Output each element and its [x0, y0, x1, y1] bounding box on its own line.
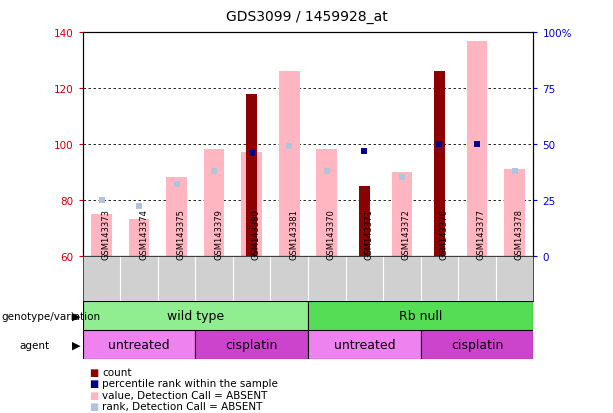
Text: GSM143380: GSM143380: [252, 209, 261, 260]
Text: GSM143372: GSM143372: [402, 209, 411, 260]
Text: GSM143379: GSM143379: [214, 209, 223, 260]
Text: GSM143377: GSM143377: [477, 209, 486, 260]
Text: GDS3099 / 1459928_at: GDS3099 / 1459928_at: [226, 10, 387, 24]
Text: GSM143371: GSM143371: [364, 209, 373, 260]
Bar: [83, 330, 196, 359]
Bar: [166, 178, 187, 256]
Bar: [392, 173, 412, 256]
Text: count: count: [102, 367, 132, 377]
Text: GSM143370: GSM143370: [327, 209, 336, 260]
Bar: [83, 301, 308, 330]
Text: percentile rank within the sample: percentile rank within the sample: [102, 378, 278, 388]
Text: genotype/variation: genotype/variation: [1, 311, 101, 321]
Bar: [204, 150, 224, 256]
Text: rank, Detection Call = ABSENT: rank, Detection Call = ABSENT: [102, 401, 263, 411]
Text: untreated: untreated: [109, 338, 170, 351]
Text: value, Detection Call = ABSENT: value, Detection Call = ABSENT: [102, 390, 268, 400]
Text: GSM143373: GSM143373: [102, 209, 110, 260]
Bar: [129, 220, 150, 256]
Text: ■: ■: [89, 390, 98, 400]
Bar: [359, 186, 370, 256]
Bar: [421, 330, 533, 359]
Bar: [466, 41, 487, 256]
Text: ■: ■: [89, 367, 98, 377]
Text: untreated: untreated: [333, 338, 395, 351]
Text: GSM143374: GSM143374: [139, 209, 148, 260]
Text: GSM143378: GSM143378: [514, 209, 524, 260]
Bar: [242, 153, 262, 256]
Text: ▶: ▶: [72, 311, 81, 321]
Text: cisplatin: cisplatin: [451, 338, 503, 351]
Text: ▶: ▶: [72, 340, 81, 350]
Bar: [246, 95, 257, 256]
Bar: [308, 301, 533, 330]
Text: agent: agent: [20, 340, 50, 350]
Text: cisplatin: cisplatin: [226, 338, 278, 351]
Text: Rb null: Rb null: [399, 309, 443, 323]
Bar: [196, 330, 308, 359]
Text: ■: ■: [89, 378, 98, 388]
Bar: [504, 170, 525, 256]
Text: GSM143381: GSM143381: [289, 209, 299, 260]
Text: GSM143376: GSM143376: [440, 209, 449, 260]
Text: ■: ■: [89, 401, 98, 411]
Bar: [434, 72, 445, 256]
Bar: [308, 330, 421, 359]
Text: wild type: wild type: [167, 309, 224, 323]
Bar: [91, 214, 112, 256]
Text: GSM143375: GSM143375: [177, 209, 186, 260]
Bar: [316, 150, 337, 256]
Bar: [279, 72, 300, 256]
